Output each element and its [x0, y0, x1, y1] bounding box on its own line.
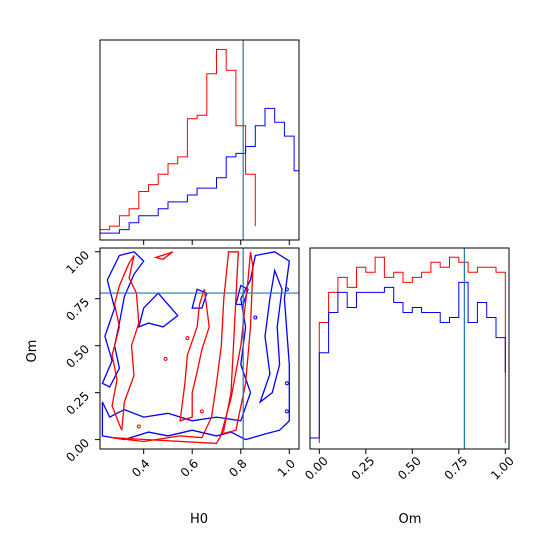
om-histogram-red: [318, 256, 506, 443]
contour-red-dot-0: [163, 356, 168, 361]
contour-red-4: [153, 251, 174, 261]
contour-blue-1: [101, 251, 145, 388]
contour-red-1: [111, 255, 140, 431]
h0-histogram-frame: [99, 39, 300, 241]
contour-red-dot-2: [136, 424, 141, 429]
om-x-tick-label-2: 0.50: [395, 454, 424, 483]
contour-blue-dot-1: [284, 287, 289, 292]
om-x-tick-label-0: 0.00: [302, 454, 331, 483]
h0-x-tick-label-2: 0.8: [226, 456, 249, 479]
om-y-tick-label-0: 0.00: [63, 436, 92, 465]
joint-plot-area: [100, 248, 299, 449]
om-histogram-blue: [309, 281, 506, 443]
h0-om-contour-panel: 0.4 0.6 0.8 1.0 0.00 0.25 0.50 0.75 1.00: [63, 247, 300, 480]
om-y-tick-label-1: 0.25: [63, 389, 92, 418]
contour-blue-dot-0: [253, 315, 258, 320]
om-y-tick-label-3: 0.75: [63, 295, 92, 324]
h0-histogram-red: [99, 49, 256, 240]
contour-red-dot-1: [185, 336, 190, 341]
h0-x-tick-label-1: 0.6: [178, 456, 201, 479]
h0-histogram-panel: [99, 39, 300, 245]
om-y-tick-label-2: 0.50: [63, 342, 92, 371]
contour-blue-dot-3: [284, 381, 289, 386]
joint-frame: [99, 247, 300, 450]
h0-x-tick-label-0: 0.4: [129, 456, 152, 479]
contour-red-3: [220, 251, 254, 435]
contour-red-dot-3: [199, 409, 204, 414]
h0-x-tick-label-3: 1.0: [275, 456, 298, 479]
x-axis-label-h0: H0: [190, 512, 208, 527]
contour-blue-dot-2: [284, 409, 289, 414]
om-histogram-frame: [309, 247, 510, 450]
contour-blue-5: [235, 284, 249, 306]
contour-blue-3: [258, 268, 283, 404]
om-y-tick-label-4: 1.00: [63, 248, 92, 277]
om-x-tick-label-1: 0.25: [349, 454, 378, 483]
om-x-tick-label-4: 1.00: [488, 454, 517, 483]
h0-histogram-blue: [99, 107, 300, 240]
contour-blue-2: [137, 292, 179, 328]
om-x-tick-label-3: 0.75: [442, 454, 471, 483]
contour-blue-0: [101, 251, 290, 441]
om-histogram-panel: 0.00 0.25 0.50 0.75 1.00: [302, 247, 517, 483]
x-axis-label-om: Om: [399, 512, 422, 527]
contour-red-2: [179, 289, 210, 422]
y-axis-label-om: Om: [25, 340, 40, 363]
